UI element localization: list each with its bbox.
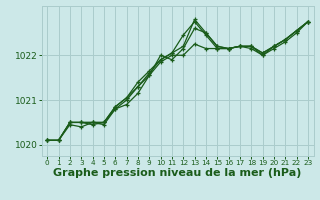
X-axis label: Graphe pression niveau de la mer (hPa): Graphe pression niveau de la mer (hPa): [53, 168, 302, 178]
